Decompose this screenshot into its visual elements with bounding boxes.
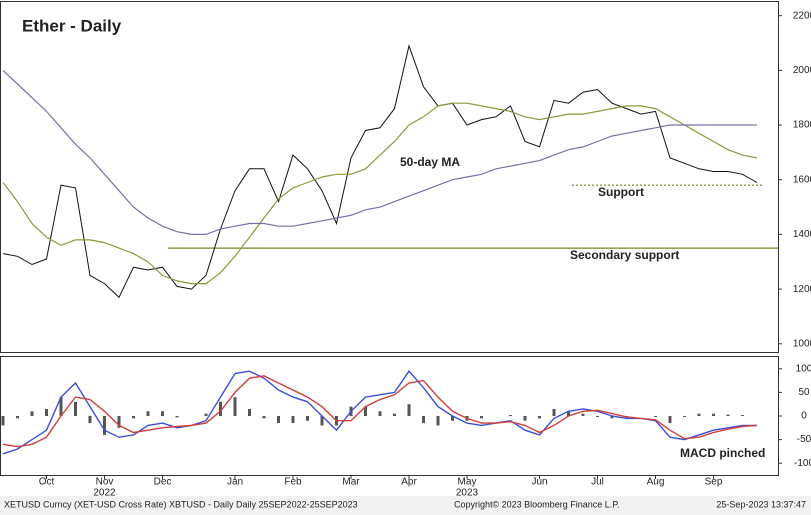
histogram-bar <box>277 416 280 424</box>
histogram-bar <box>378 411 382 416</box>
x-tick-label: Aug <box>647 477 665 488</box>
y-tick-label: 100 <box>796 363 811 374</box>
histogram-bar <box>132 416 135 419</box>
histogram-bar <box>668 416 672 424</box>
histogram-bar <box>741 415 744 416</box>
histogram-bar <box>1 416 5 426</box>
chart-title: Ether - Daily <box>22 16 122 35</box>
histogram-bar <box>161 411 164 416</box>
footer-text: XETUSD Curncy (XET-USD Cross Rate) XBTUS… <box>4 499 358 509</box>
histogram-bar <box>538 416 541 419</box>
histogram-bar <box>697 413 701 416</box>
histogram-bar <box>552 408 556 416</box>
histogram-bar <box>262 416 266 419</box>
histogram-bar <box>103 416 106 435</box>
histogram-bar <box>523 416 527 421</box>
footer-bar <box>0 496 811 515</box>
histogram-bar <box>59 397 63 416</box>
histogram-bar <box>393 413 396 416</box>
y-tick-label: 1400 <box>793 229 811 240</box>
histogram-bar <box>233 397 237 416</box>
histogram-bar <box>610 416 614 419</box>
series-line <box>2 375 758 448</box>
histogram-bar <box>175 416 179 418</box>
y-tick-label: 1200 <box>793 284 811 295</box>
annotation: Secondary support <box>570 248 679 262</box>
y-tick-label: 1800 <box>793 120 811 131</box>
histogram-bar <box>74 401 77 416</box>
x-tick-label: Nov <box>96 477 114 488</box>
histogram-bar <box>306 416 309 421</box>
histogram-bar <box>30 411 34 416</box>
y-tick-label: 1600 <box>793 174 811 185</box>
histogram-bar <box>364 406 367 416</box>
x-year-label: 2022 <box>93 488 116 499</box>
histogram-bar <box>581 413 585 416</box>
x-tick-label: Feb <box>284 477 302 488</box>
x-tick-label: Apr <box>401 477 417 488</box>
y-tick-label: 2200 <box>793 10 811 21</box>
histogram-bar <box>248 408 251 416</box>
series-line <box>2 44 758 299</box>
histogram-bar <box>422 416 425 424</box>
x-tick-label: Jun <box>531 477 547 488</box>
histogram-bar <box>683 416 686 417</box>
histogram-bar <box>291 416 295 424</box>
histogram-bar <box>726 414 730 416</box>
x-tick-label: May <box>458 477 477 488</box>
y-tick-label: -50 <box>797 434 811 445</box>
histogram-bar <box>451 416 454 421</box>
histogram-bar <box>146 411 150 416</box>
x-year-label: 2023 <box>456 488 479 499</box>
histogram-bar <box>204 413 208 416</box>
histogram-bar <box>320 416 324 426</box>
series-line <box>2 370 757 455</box>
x-tick-label: Dec <box>154 477 172 488</box>
histogram-bar <box>45 408 48 416</box>
annotation: 50-day MA <box>400 155 460 169</box>
series-line <box>2 69 757 235</box>
histogram-bar <box>436 416 440 426</box>
histogram-bar <box>219 401 222 416</box>
series-line <box>2 102 758 285</box>
y-tick-label: -100 <box>794 458 811 469</box>
x-tick-label: Oct <box>39 477 55 488</box>
histogram-bar <box>117 416 121 428</box>
histogram-bar <box>16 416 19 419</box>
y-tick-label: 50 <box>798 387 810 398</box>
x-tick-label: Sep <box>705 477 723 488</box>
y-tick-label: 0 <box>801 411 807 422</box>
annotation: MACD pinched <box>680 446 765 460</box>
x-tick-label: Jan <box>227 477 243 488</box>
histogram-bar <box>88 416 92 424</box>
x-tick-label: Mar <box>342 477 360 488</box>
footer-text: 25-Sep-2023 13:37:47 <box>716 499 806 509</box>
y-tick-label: 2000 <box>793 65 811 76</box>
y-tick-label: 1000 <box>793 338 811 349</box>
histogram-bar <box>712 413 715 416</box>
histogram-bar <box>567 411 570 416</box>
histogram-bar <box>509 415 512 416</box>
histogram-bar <box>596 416 599 417</box>
annotation: Support <box>598 185 644 199</box>
histogram-bar <box>654 416 657 417</box>
histogram-bar <box>480 416 483 419</box>
x-tick-label: Jul <box>591 477 604 488</box>
histogram-bar <box>407 404 411 416</box>
footer-text: Copyright© 2023 Bloomberg Finance L.P. <box>454 499 620 509</box>
price-frame <box>0 1 779 353</box>
